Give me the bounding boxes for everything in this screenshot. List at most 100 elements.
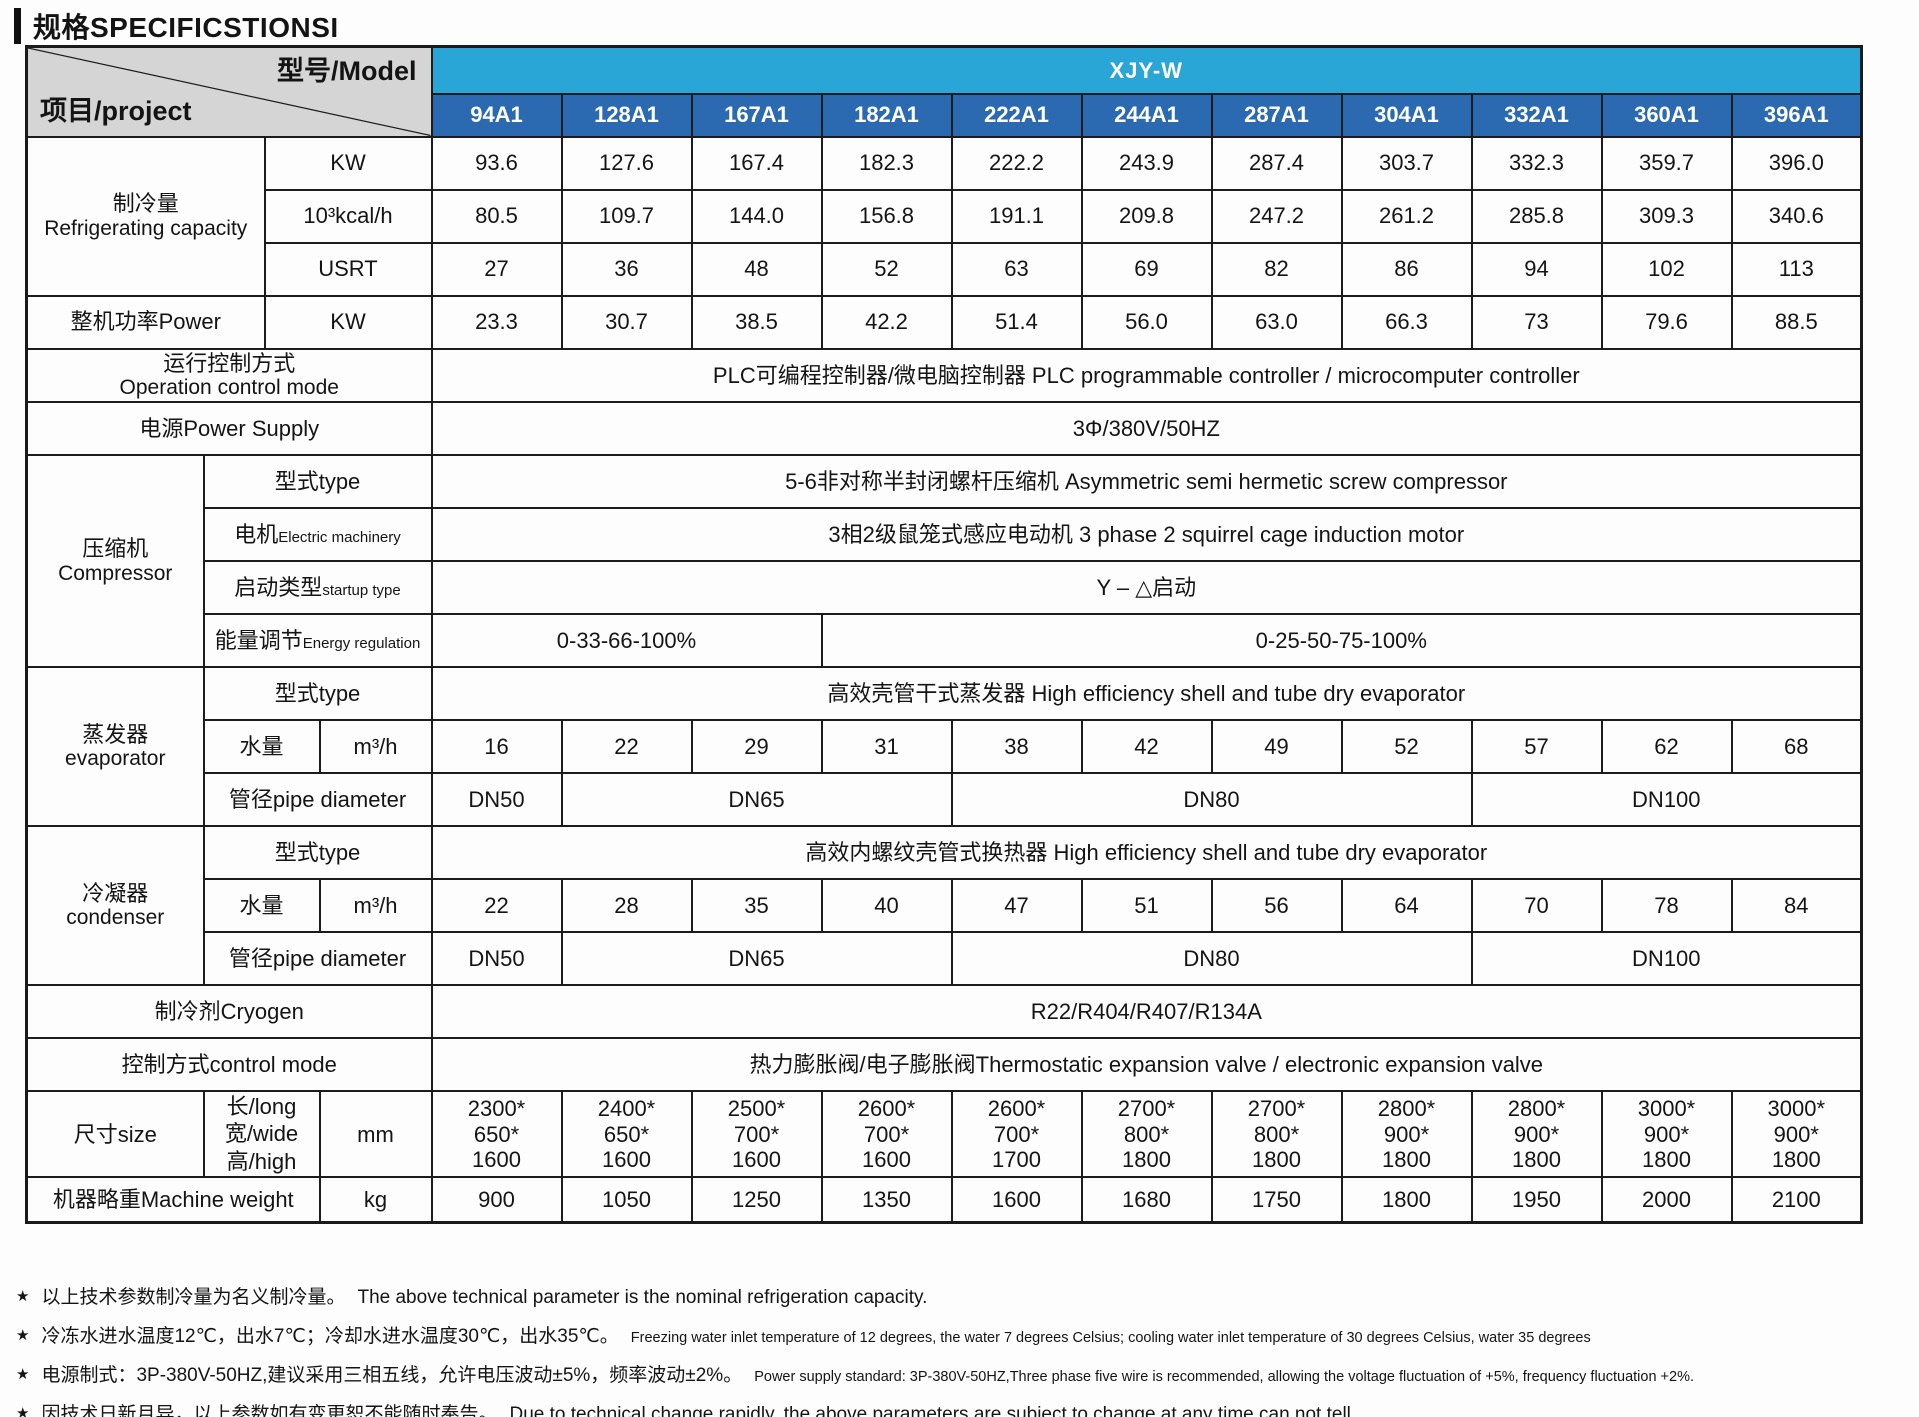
size-value: 2800* 900* 1800: [1340, 1089, 1473, 1179]
weight-value: 1800: [1340, 1176, 1473, 1224]
weight-value: 1350: [820, 1176, 953, 1224]
model-header-cell: 128A1: [560, 92, 693, 138]
power-value: 56.0: [1080, 294, 1213, 350]
capacity-kw-value: 303.7: [1340, 135, 1473, 191]
weight-value: 900: [430, 1176, 563, 1224]
capacity-unit-usrt: USRT: [263, 241, 433, 297]
capacity-kw-value: 396.0: [1730, 135, 1863, 191]
size-unit: mm: [318, 1089, 433, 1179]
operation-label: 运行控制方式 Operation control mode: [25, 347, 433, 403]
evaporator-type-label: 型式type: [202, 665, 433, 721]
power-value: 79.6: [1600, 294, 1733, 350]
row-condenser-type: 冷凝器 condenser 型式type 高效内螺纹壳管式换热器 High ef…: [25, 824, 1863, 986]
row-power-supply: 电源Power Supply 3Φ/380V/50HZ: [25, 400, 1863, 456]
capacity-kw-value: 359.7: [1600, 135, 1733, 191]
diagonal-line: [28, 48, 431, 136]
compressor-startup-label: 启动类型startup type: [202, 559, 433, 615]
capacity-kcal-value: 109.7: [560, 188, 693, 244]
condenser-water-value: 64: [1340, 877, 1473, 933]
capacity-kw-value: 243.9: [1080, 135, 1213, 191]
row-compressor-startup: 启动类型startup type Y – △启动: [27, 559, 1863, 615]
evaporator-label: 蒸发器 evaporator: [25, 665, 205, 827]
condenser-type-label: 型式type: [202, 824, 433, 880]
evaporator-pipe-dn65: DN65: [560, 771, 953, 827]
power-label: 整机功率Power: [25, 294, 266, 350]
specifications-table: 型号/Model 项目/project XJY-W 94A1 128A1 167A1…: [25, 45, 1864, 1224]
energy-regulation-right: 0-25-50-75-100%: [820, 612, 1863, 668]
capacity-kw-value: 222.2: [950, 135, 1083, 191]
row-weight: 机器略重Machine weight kg 900 1050 1250 1350 160…: [25, 1176, 1863, 1224]
weight-value: 1680: [1080, 1176, 1213, 1224]
size-value: 2700* 800* 1800: [1210, 1089, 1343, 1179]
footnote-line: ★ 冷冻水进水温度12℃，出水7℃；冷却水进水温度30℃，出水35℃。 Free…: [16, 1326, 1591, 1347]
power-unit: KW: [263, 294, 433, 350]
capacity-kw-value: 182.3: [820, 135, 953, 191]
power-value: 23.3: [430, 294, 563, 350]
model-header-cell: 332A1: [1470, 92, 1603, 138]
project-axis-label: 项目/project: [40, 96, 192, 127]
weight-value: 1600: [950, 1176, 1083, 1224]
capacity-kw-value: 332.3: [1470, 135, 1603, 191]
capacity-kcal-value: 261.2: [1340, 188, 1473, 244]
evaporator-pipe-dn50: DN50: [430, 771, 563, 827]
size-value: 3000* 900* 1800: [1600, 1089, 1733, 1179]
cryogen-label: 制冷剂Cryogen: [25, 983, 433, 1039]
evaporator-water-label: 水量: [202, 718, 321, 774]
capacity-kcal-value: 209.8: [1080, 188, 1213, 244]
condenser-pipe-label: 管径pipe diameter: [202, 930, 433, 986]
size-label: 尺寸size: [25, 1089, 205, 1179]
compressor-energy-label: 能量调节Energy regulation: [202, 612, 433, 668]
evaporator-water-value: 42: [1080, 718, 1213, 774]
size-value: 2700* 800* 1800: [1080, 1089, 1213, 1179]
capacity-usrt-value: 27: [430, 241, 563, 297]
capacity-kcal-value: 156.8: [820, 188, 953, 244]
capacity-usrt-value: 113: [1730, 241, 1863, 297]
model-header-cell: 167A1: [690, 92, 823, 138]
evaporator-water-value: 22: [560, 718, 693, 774]
operation-value: PLC可编程控制器/微电脑控制器 PLC programmable contro…: [430, 347, 1863, 403]
size-value: 2500* 700* 1600: [690, 1089, 823, 1179]
row-operation-mode: 运行控制方式 Operation control mode PLC可编程控制器/…: [25, 347, 1863, 403]
model-header-cell: 396A1: [1730, 92, 1863, 138]
condenser-water-label: 水量: [202, 877, 321, 933]
row-capacity-kw: 制冷量 Refrigerating capacity KW 93.6 127.6 1…: [25, 135, 1863, 297]
evaporator-pipe-label: 管径pipe diameter: [202, 771, 433, 827]
size-value: 2400* 650* 1600: [560, 1089, 693, 1179]
model-axis-label: 型号/Model: [277, 56, 417, 86]
condenser-water-value: 40: [820, 877, 953, 933]
size-value: 2600* 700* 1700: [950, 1089, 1083, 1179]
title-accent-bar: [14, 8, 21, 44]
capacity-usrt-value: 63: [950, 241, 1083, 297]
capacity-unit-kw: KW: [263, 135, 433, 191]
weight-value: 1050: [560, 1176, 693, 1224]
capacity-usrt-value: 36: [560, 241, 693, 297]
size-value: 2800* 900* 1800: [1470, 1089, 1603, 1179]
header-row-series: 型号/Model 项目/project XJY-W: [25, 45, 1863, 138]
evaporator-water-value: 29: [690, 718, 823, 774]
condenser-water-value: 51: [1080, 877, 1213, 933]
capacity-usrt-value: 102: [1600, 241, 1733, 297]
capacity-usrt-value: 69: [1080, 241, 1213, 297]
star-icon: ★: [16, 1288, 30, 1305]
condenser-type-value: 高效内螺纹壳管式换热器 High efficiency shell and tu…: [430, 824, 1863, 880]
condenser-water-value: 84: [1730, 877, 1863, 933]
row-condenser-water: 水量 m³/h 22 28 35 40 47 51 56 64 70 78 84: [27, 877, 1863, 933]
footnote-line: ★ 因技术日新月异，以上参数如有变更恕不能随时奉告。 Due to techni…: [16, 1399, 1906, 1417]
row-evaporator-water: 水量 m³/h 16 22 29 31 38 42 49 52 57 62 68: [27, 718, 1863, 774]
evaporator-water-value: 16: [430, 718, 563, 774]
condenser-water-value: 47: [950, 877, 1083, 933]
model-header-cell: 94A1: [430, 92, 563, 138]
footnote-line: ★ 以上技术参数制冷量为名义制冷量。 The above technical p…: [16, 1287, 928, 1308]
capacity-kcal-value: 285.8: [1470, 188, 1603, 244]
model-header-cell: 244A1: [1080, 92, 1213, 138]
evaporator-water-value: 31: [820, 718, 953, 774]
footnote-line: ★ 电源制式：3P-380V-50HZ,建议采用三相五线，允许电压波动±5%，频…: [16, 1365, 1695, 1386]
capacity-kw-value: 127.6: [560, 135, 693, 191]
compressor-motor-label: 电机Electric machinery: [202, 506, 433, 562]
power-value: 63.0: [1210, 294, 1343, 350]
page-title: 规格SPECIFICSTIONSI: [14, 6, 339, 46]
power-supply-label: 电源Power Supply: [25, 400, 433, 456]
size-value: 2600* 700* 1600: [820, 1089, 953, 1179]
model-header-cell: 222A1: [950, 92, 1083, 138]
condenser-water-unit: m³/h: [318, 877, 433, 933]
